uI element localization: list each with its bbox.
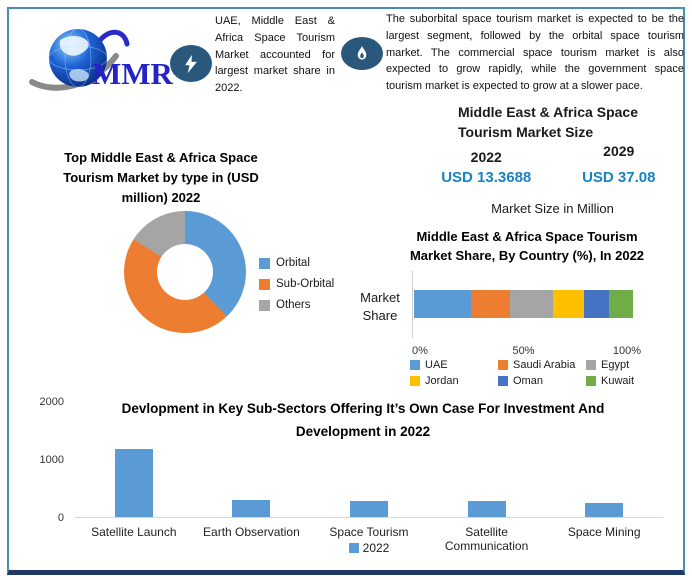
legend-label: Others [276, 299, 311, 311]
svg-text:MMR: MMR [92, 56, 174, 91]
donut-legend-item-others: Others [259, 299, 334, 311]
legend-swatch [259, 278, 270, 290]
column-legend-swatch [348, 543, 359, 553]
year-2022-label: 2022 [470, 149, 502, 165]
legend-label: Saudi Arabia [513, 359, 576, 371]
lightning-icon [170, 45, 212, 82]
bar-segment-oman [583, 290, 609, 318]
bar-column-space-mining [545, 402, 663, 517]
bar-column-satellite-launch [75, 402, 193, 517]
value-2022: USD 13.3688 [441, 169, 532, 186]
legend-swatch [498, 360, 508, 370]
legend-label: Egypt [601, 359, 630, 371]
bar-earth-observation [232, 499, 271, 517]
bar-space-tourism [349, 500, 388, 517]
column-chart-title: Devlopment in Key Sub-Sectors Offering I… [121, 401, 605, 439]
category-label-satellite-launch: Satellite Launch [91, 525, 177, 539]
country-legend: UAE Saudi Arabia Egypt Jordan Oman Kuwait [410, 359, 670, 387]
column-plot [75, 402, 663, 518]
legend-label: Oman [513, 375, 543, 387]
market-size-footnote: Market Size in Million [491, 201, 614, 216]
bar-satellite-launch [114, 449, 153, 517]
stacked-xticks: 0% 50% 100% [412, 345, 641, 359]
donut-ring [124, 211, 246, 333]
ytick-1000: 1000 [39, 454, 64, 466]
legend-label: Sub-Orbital [276, 278, 335, 290]
market-size-values: USD 13.3688 USD 37.08 [420, 169, 685, 186]
bar-column-earth-observation [193, 402, 311, 517]
highlight-text-uae: UAE, Middle East & Africa Space Tourism … [215, 15, 335, 95]
country-legend-item-saudi-arabia: Saudi Arabia [498, 359, 586, 371]
ytick-0: 0 [57, 512, 64, 524]
legend-label: UAE [425, 359, 448, 371]
bar-space-mining [585, 502, 624, 517]
legend-swatch [498, 376, 508, 386]
legend-swatch [259, 257, 270, 269]
bar-segment-jordan [553, 290, 584, 318]
legend-swatch [586, 376, 596, 386]
bar-segment-saudi-arabia [470, 290, 511, 318]
bar-segment-uae [414, 290, 471, 318]
market-size-title: Middle East & Africa Space Tourism Marke… [458, 104, 638, 141]
xtick-0: 0% [412, 345, 428, 357]
market-share-ylabel: Market Share [360, 290, 400, 323]
stacked-axis-line [412, 271, 413, 338]
column-legend-label: 2022 [362, 541, 390, 555]
donut-hole [157, 244, 213, 300]
legend-label: Orbital [276, 257, 310, 269]
legend-label: Jordan [425, 375, 459, 387]
stacked-bar [414, 290, 633, 318]
year-2029-label: 2029 [603, 143, 635, 159]
flame-icon [341, 37, 383, 70]
donut-legend-item-orbital: Orbital [259, 257, 334, 269]
column-legend: 2022 [75, 541, 663, 555]
highlight-text-suborbital: The suborbital space tourism market is e… [386, 13, 684, 93]
country-chart-title: Middle East & Africa Space Tourism Marke… [409, 229, 645, 263]
legend-swatch [410, 376, 420, 386]
legend-swatch [410, 360, 420, 370]
donut-legend-item-sub-orbital: Sub-Orbital [259, 278, 334, 290]
donut-chart-title: Top Middle East & Africa Space Tourism M… [63, 150, 259, 206]
value-2029: USD 37.08 [582, 169, 656, 186]
bar-column-satellite-communication [428, 402, 546, 517]
country-legend-item-kuwait: Kuwait [586, 375, 664, 387]
country-legend-item-uae: UAE [410, 359, 498, 371]
column-xlabels: Satellite Launch Earth Observation Space T… [75, 525, 663, 554]
bar-column-space-tourism [310, 402, 428, 517]
category-label-earth-observation: Earth Observation [203, 525, 300, 539]
country-legend-item-oman: Oman [498, 375, 586, 387]
country-legend-item-jordan: Jordan [410, 375, 498, 387]
legend-label: Kuwait [601, 375, 635, 387]
donut-legend: Orbital Sub-Orbital Others [259, 257, 334, 320]
market-size-years: 2022 2029 [420, 143, 685, 165]
ytick-2000: 2000 [39, 396, 64, 408]
category-label-satellite-communication: Satellite Communication [444, 525, 529, 553]
category-label-space-tourism: Space Tourism [329, 525, 409, 539]
bar-satellite-communication [467, 501, 506, 517]
bar-segment-kuwait [608, 290, 633, 318]
country-legend-item-egypt: Egypt [586, 359, 664, 371]
bar-segment-egypt [510, 290, 554, 318]
mmr-logo-graphic: MMR [29, 28, 174, 91]
legend-swatch [259, 299, 270, 311]
legend-swatch [586, 360, 596, 370]
xtick-50: 50% [512, 345, 535, 357]
category-label-space-mining: Space Mining [567, 525, 641, 539]
xtick-100: 100% [612, 345, 641, 357]
mmr-logo: MMR [26, 22, 174, 94]
